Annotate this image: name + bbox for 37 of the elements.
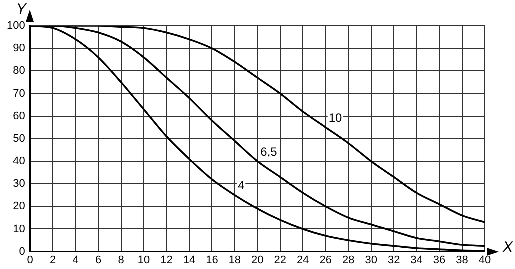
x-tick-label: 14 bbox=[183, 254, 196, 266]
y-tick-label: 40 bbox=[13, 156, 26, 168]
y-axis-title: Y bbox=[16, 1, 28, 18]
y-tick-label: 60 bbox=[13, 110, 26, 122]
x-tick-label: 24 bbox=[297, 254, 310, 266]
y-tick-label: 100 bbox=[6, 20, 26, 32]
x-tick-label: 34 bbox=[410, 254, 423, 266]
x-tick-label: 10 bbox=[138, 254, 150, 266]
x-axis-title: X bbox=[502, 238, 514, 256]
x-tick-label: 4 bbox=[72, 254, 79, 266]
x-tick-label: 26 bbox=[320, 254, 332, 266]
y-tick-label: 10 bbox=[13, 223, 26, 236]
x-tick-label: 2 bbox=[50, 254, 56, 266]
x-tick-label: 38 bbox=[456, 254, 468, 266]
x-tick-label: 20 bbox=[252, 254, 264, 266]
x-tick-label: 36 bbox=[433, 254, 446, 266]
x-tick-label: 28 bbox=[342, 254, 355, 266]
x-tick-label: 6 bbox=[95, 254, 102, 266]
y-tick-label: 80 bbox=[13, 65, 26, 78]
y-tick-label: 0 bbox=[19, 246, 26, 258]
series-label: 6,5 bbox=[260, 144, 278, 159]
x-tick-label: 0 bbox=[27, 254, 34, 266]
x-tick-label: 16 bbox=[206, 254, 218, 266]
y-tick-label: 90 bbox=[13, 42, 26, 55]
series-label: 10 bbox=[328, 110, 343, 125]
x-tick-label: 12 bbox=[160, 254, 173, 266]
y-tick-label: 20 bbox=[13, 200, 26, 213]
x-tick-label: 30 bbox=[365, 254, 378, 266]
x-tick-label: 40 bbox=[478, 254, 492, 266]
y-tick-label: 30 bbox=[13, 178, 26, 190]
x-tick-label: 32 bbox=[388, 254, 400, 266]
series-label: 4 bbox=[238, 178, 245, 193]
x-tick-label: 18 bbox=[228, 254, 242, 266]
x-tick-label: 8 bbox=[118, 254, 124, 266]
y-tick-label: 70 bbox=[13, 88, 26, 100]
y-tick-label: 50 bbox=[13, 132, 26, 145]
x-tick-label: 22 bbox=[274, 254, 287, 266]
